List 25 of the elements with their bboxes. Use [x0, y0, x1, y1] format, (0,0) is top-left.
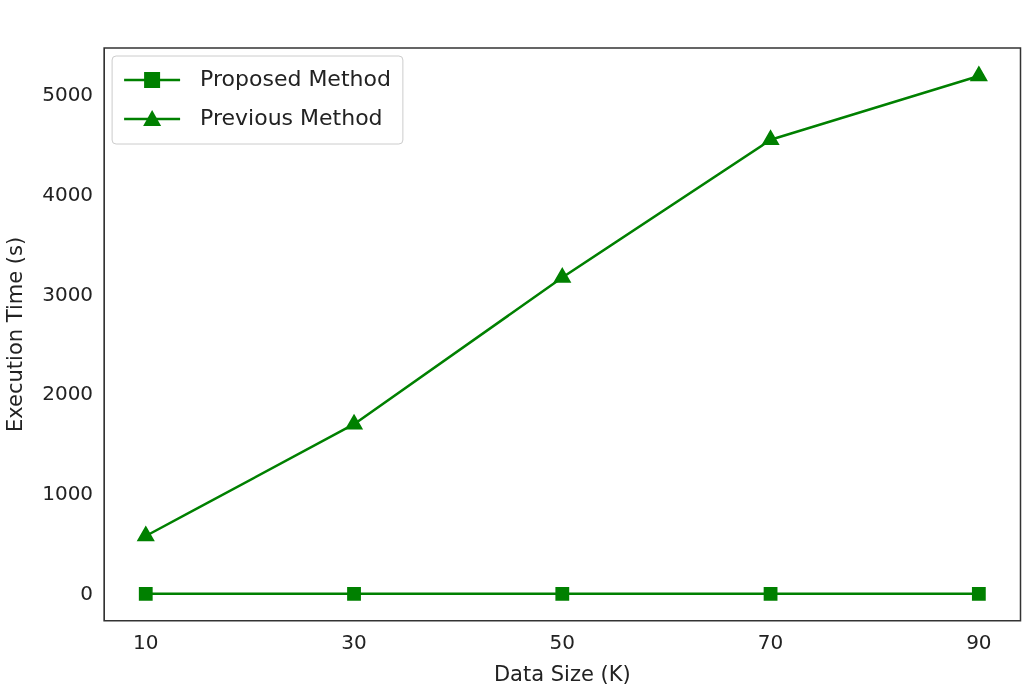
x-tick-label: 70: [757, 630, 784, 654]
x-axis-title: Data Size (K): [493, 661, 631, 686]
y-axis-title: Execution Time (s): [3, 236, 28, 432]
x-tick-label: 10: [133, 630, 159, 654]
point: [137, 526, 154, 542]
point: [555, 586, 570, 601]
y-tick-label: 0: [80, 581, 94, 606]
point: [762, 130, 779, 146]
y-tick-label: 4000: [42, 181, 94, 206]
y-tick-label: 1000: [42, 481, 94, 506]
point: [345, 414, 363, 430]
y-tick-label: 3000: [42, 281, 94, 306]
y-tick-label: 5000: [42, 82, 94, 107]
point: [347, 586, 361, 601]
point: [763, 586, 778, 601]
point: [138, 586, 153, 601]
x-tick-label: 90: [966, 630, 992, 654]
x-tick-label: 30: [341, 630, 367, 654]
legend-label: Previous Method: [200, 104, 383, 130]
point: [970, 66, 988, 82]
x-tick-label: 50: [549, 630, 576, 654]
point: [971, 586, 986, 601]
legend-label: Proposed Method: [200, 65, 391, 91]
y-tick-label: 2000: [42, 381, 94, 406]
point: [554, 268, 571, 283]
